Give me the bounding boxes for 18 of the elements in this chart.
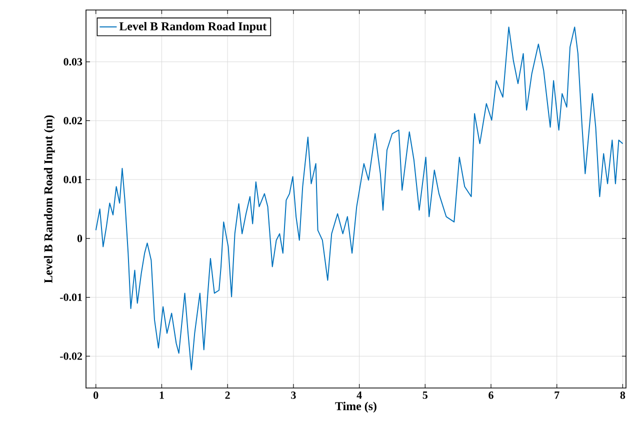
y-tick-label: 0 (77, 234, 82, 242)
x-tick-label: 1 (160, 392, 164, 399)
y-tick-label: -0.02 (60, 352, 82, 360)
x-axis-title: Time (s) (335, 402, 376, 413)
legend-label: Level B Random Road Input (119, 22, 267, 33)
x-tick-label: 7 (554, 392, 560, 399)
y-tick-label: 0.01 (64, 176, 82, 184)
x-tick-label: 0 (94, 392, 98, 399)
y-tick-label: -0.01 (60, 294, 82, 302)
y-tick-label: 0.03 (64, 58, 82, 66)
x-tick-label: 3 (291, 392, 296, 399)
y-axis-title: Level B Random Road Input (m) (44, 115, 55, 283)
y-tick-label: 0.02 (64, 116, 82, 124)
x-tick-label: 2 (225, 392, 230, 399)
x-tick-label: 4 (356, 392, 362, 399)
x-tick-label: 6 (488, 392, 494, 399)
x-tick-label: 8 (620, 392, 626, 399)
x-tick-label: 5 (422, 392, 428, 399)
